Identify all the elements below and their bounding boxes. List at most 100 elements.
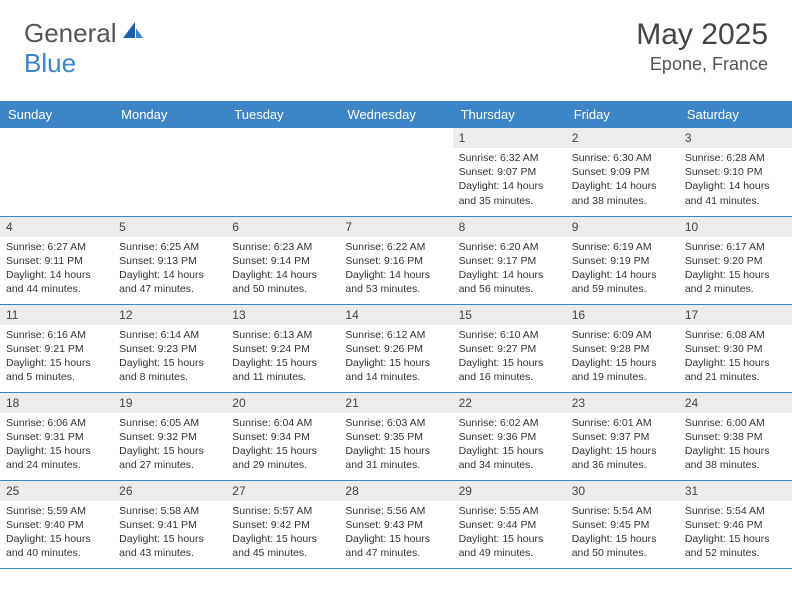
calendar-day-cell: 4Sunrise: 6:27 AMSunset: 9:11 PMDaylight… xyxy=(0,216,113,304)
daylight-text: Daylight: 15 hours and 19 minutes. xyxy=(572,356,673,384)
sunrise-text: Sunrise: 6:13 AM xyxy=(232,328,333,342)
logo-sail-icon xyxy=(121,20,145,47)
calendar-week-row: 4Sunrise: 6:27 AMSunset: 9:11 PMDaylight… xyxy=(0,216,792,304)
day-details: Sunrise: 6:22 AMSunset: 9:16 PMDaylight:… xyxy=(339,237,452,303)
sunrise-text: Sunrise: 5:56 AM xyxy=(345,504,446,518)
day-details: Sunrise: 6:01 AMSunset: 9:37 PMDaylight:… xyxy=(566,413,679,479)
calendar-day-cell: 26Sunrise: 5:58 AMSunset: 9:41 PMDayligh… xyxy=(113,480,226,568)
sunrise-text: Sunrise: 6:03 AM xyxy=(345,416,446,430)
sunrise-text: Sunrise: 6:23 AM xyxy=(232,240,333,254)
daylight-text: Daylight: 15 hours and 50 minutes. xyxy=(572,532,673,560)
day-number: 7 xyxy=(339,217,452,237)
sunset-text: Sunset: 9:31 PM xyxy=(6,430,107,444)
day-details: Sunrise: 6:25 AMSunset: 9:13 PMDaylight:… xyxy=(113,237,226,303)
sunset-text: Sunset: 9:07 PM xyxy=(459,165,560,179)
day-details: Sunrise: 5:55 AMSunset: 9:44 PMDaylight:… xyxy=(453,501,566,567)
daylight-text: Daylight: 14 hours and 41 minutes. xyxy=(685,179,786,207)
calendar-week-row: 1Sunrise: 6:32 AMSunset: 9:07 PMDaylight… xyxy=(0,128,792,216)
daylight-text: Daylight: 14 hours and 35 minutes. xyxy=(459,179,560,207)
sunset-text: Sunset: 9:10 PM xyxy=(685,165,786,179)
day-number: 8 xyxy=(453,217,566,237)
sunset-text: Sunset: 9:19 PM xyxy=(572,254,673,268)
day-details: Sunrise: 6:05 AMSunset: 9:32 PMDaylight:… xyxy=(113,413,226,479)
header: General May 2025 Epone, France xyxy=(0,0,792,83)
sunset-text: Sunset: 9:23 PM xyxy=(119,342,220,356)
calendar-day-cell: 22Sunrise: 6:02 AMSunset: 9:36 PMDayligh… xyxy=(453,392,566,480)
sunset-text: Sunset: 9:41 PM xyxy=(119,518,220,532)
calendar-day-cell: 16Sunrise: 6:09 AMSunset: 9:28 PMDayligh… xyxy=(566,304,679,392)
sunset-text: Sunset: 9:45 PM xyxy=(572,518,673,532)
sunset-text: Sunset: 9:44 PM xyxy=(459,518,560,532)
weekday-header: Saturday xyxy=(679,101,792,128)
calendar-week-row: 18Sunrise: 6:06 AMSunset: 9:31 PMDayligh… xyxy=(0,392,792,480)
daylight-text: Daylight: 15 hours and 45 minutes. xyxy=(232,532,333,560)
sunrise-text: Sunrise: 6:16 AM xyxy=(6,328,107,342)
day-number: 26 xyxy=(113,481,226,501)
sunrise-text: Sunrise: 6:04 AM xyxy=(232,416,333,430)
sunrise-text: Sunrise: 6:22 AM xyxy=(345,240,446,254)
day-details: Sunrise: 6:20 AMSunset: 9:17 PMDaylight:… xyxy=(453,237,566,303)
day-details: Sunrise: 6:27 AMSunset: 9:11 PMDaylight:… xyxy=(0,237,113,303)
day-details: Sunrise: 6:03 AMSunset: 9:35 PMDaylight:… xyxy=(339,413,452,479)
weekday-header: Sunday xyxy=(0,101,113,128)
daylight-text: Daylight: 15 hours and 21 minutes. xyxy=(685,356,786,384)
sunrise-text: Sunrise: 6:10 AM xyxy=(459,328,560,342)
daylight-text: Daylight: 15 hours and 36 minutes. xyxy=(572,444,673,472)
daylight-text: Daylight: 15 hours and 38 minutes. xyxy=(685,444,786,472)
calendar-table: Sunday Monday Tuesday Wednesday Thursday… xyxy=(0,101,792,569)
weekday-header: Thursday xyxy=(453,101,566,128)
location: Epone, France xyxy=(636,54,768,75)
day-details: Sunrise: 6:17 AMSunset: 9:20 PMDaylight:… xyxy=(679,237,792,303)
calendar-day-cell: 11Sunrise: 6:16 AMSunset: 9:21 PMDayligh… xyxy=(0,304,113,392)
sunset-text: Sunset: 9:32 PM xyxy=(119,430,220,444)
day-details: Sunrise: 6:28 AMSunset: 9:10 PMDaylight:… xyxy=(679,148,792,214)
calendar-day-cell: 15Sunrise: 6:10 AMSunset: 9:27 PMDayligh… xyxy=(453,304,566,392)
sunrise-text: Sunrise: 6:06 AM xyxy=(6,416,107,430)
daylight-text: Daylight: 15 hours and 40 minutes. xyxy=(6,532,107,560)
calendar-day-cell: 21Sunrise: 6:03 AMSunset: 9:35 PMDayligh… xyxy=(339,392,452,480)
sunset-text: Sunset: 9:09 PM xyxy=(572,165,673,179)
day-number: 9 xyxy=(566,217,679,237)
daylight-text: Daylight: 14 hours and 53 minutes. xyxy=(345,268,446,296)
calendar-day-cell: 24Sunrise: 6:00 AMSunset: 9:38 PMDayligh… xyxy=(679,392,792,480)
daylight-text: Daylight: 15 hours and 27 minutes. xyxy=(119,444,220,472)
calendar-day-cell: 27Sunrise: 5:57 AMSunset: 9:42 PMDayligh… xyxy=(226,480,339,568)
calendar-week-row: 25Sunrise: 5:59 AMSunset: 9:40 PMDayligh… xyxy=(0,480,792,568)
sunrise-text: Sunrise: 5:54 AM xyxy=(685,504,786,518)
day-details: Sunrise: 6:06 AMSunset: 9:31 PMDaylight:… xyxy=(0,413,113,479)
calendar-day-cell xyxy=(113,128,226,216)
day-details: Sunrise: 5:59 AMSunset: 9:40 PMDaylight:… xyxy=(0,501,113,567)
sunset-text: Sunset: 9:26 PM xyxy=(345,342,446,356)
sunrise-text: Sunrise: 5:55 AM xyxy=(459,504,560,518)
daylight-text: Daylight: 15 hours and 52 minutes. xyxy=(685,532,786,560)
calendar-day-cell: 1Sunrise: 6:32 AMSunset: 9:07 PMDaylight… xyxy=(453,128,566,216)
calendar-day-cell: 25Sunrise: 5:59 AMSunset: 9:40 PMDayligh… xyxy=(0,480,113,568)
day-details: Sunrise: 6:04 AMSunset: 9:34 PMDaylight:… xyxy=(226,413,339,479)
day-number: 22 xyxy=(453,393,566,413)
daylight-text: Daylight: 14 hours and 59 minutes. xyxy=(572,268,673,296)
calendar-day-cell: 23Sunrise: 6:01 AMSunset: 9:37 PMDayligh… xyxy=(566,392,679,480)
daylight-text: Daylight: 15 hours and 29 minutes. xyxy=(232,444,333,472)
calendar-day-cell xyxy=(339,128,452,216)
calendar-day-cell: 17Sunrise: 6:08 AMSunset: 9:30 PMDayligh… xyxy=(679,304,792,392)
calendar-week-row: 11Sunrise: 6:16 AMSunset: 9:21 PMDayligh… xyxy=(0,304,792,392)
month-title: May 2025 xyxy=(636,18,768,52)
day-number: 21 xyxy=(339,393,452,413)
day-number: 28 xyxy=(339,481,452,501)
calendar-day-cell: 5Sunrise: 6:25 AMSunset: 9:13 PMDaylight… xyxy=(113,216,226,304)
weekday-header: Tuesday xyxy=(226,101,339,128)
calendar-day-cell: 18Sunrise: 6:06 AMSunset: 9:31 PMDayligh… xyxy=(0,392,113,480)
day-details: Sunrise: 6:16 AMSunset: 9:21 PMDaylight:… xyxy=(0,325,113,391)
weekday-header-row: Sunday Monday Tuesday Wednesday Thursday… xyxy=(0,101,792,128)
logo-text-blue: Blue xyxy=(24,48,76,78)
calendar-day-cell: 31Sunrise: 5:54 AMSunset: 9:46 PMDayligh… xyxy=(679,480,792,568)
day-details: Sunrise: 6:10 AMSunset: 9:27 PMDaylight:… xyxy=(453,325,566,391)
sunset-text: Sunset: 9:46 PM xyxy=(685,518,786,532)
daylight-text: Daylight: 15 hours and 47 minutes. xyxy=(345,532,446,560)
sunrise-text: Sunrise: 5:54 AM xyxy=(572,504,673,518)
sunrise-text: Sunrise: 6:19 AM xyxy=(572,240,673,254)
calendar-day-cell: 3Sunrise: 6:28 AMSunset: 9:10 PMDaylight… xyxy=(679,128,792,216)
sunrise-text: Sunrise: 6:17 AM xyxy=(685,240,786,254)
daylight-text: Daylight: 15 hours and 31 minutes. xyxy=(345,444,446,472)
day-details: Sunrise: 6:14 AMSunset: 9:23 PMDaylight:… xyxy=(113,325,226,391)
